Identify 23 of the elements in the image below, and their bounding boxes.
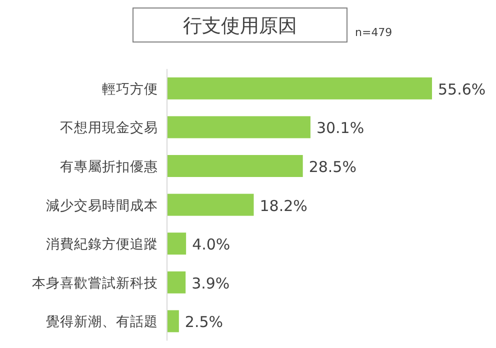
y-tick-label: 覺得新潮、有話題 — [46, 314, 158, 330]
bar — [167, 116, 310, 138]
data-label: 2.5% — [184, 313, 224, 332]
data-label: 18.2% — [260, 196, 308, 215]
bar — [167, 310, 179, 332]
y-tick-label: 本身喜歡嘗試新科技 — [32, 275, 158, 292]
bar — [167, 155, 303, 177]
bar — [167, 232, 186, 255]
bar — [167, 194, 254, 216]
y-tick-label: 減少交易時間成本 — [46, 198, 158, 214]
data-label: 30.1% — [316, 119, 364, 138]
y-tick-label: 消費紀錄方便追蹤 — [46, 236, 158, 253]
y-tick-label: 有專屬折扣優惠 — [60, 159, 158, 175]
data-label: 55.6% — [438, 80, 486, 98]
bar — [167, 77, 432, 100]
data-label: 28.5% — [308, 158, 356, 176]
bar — [167, 271, 186, 294]
data-label: 4.0% — [192, 236, 230, 254]
y-tick-label: 不想用現金交易 — [60, 120, 158, 136]
chart-title: 行支使用原因 — [183, 15, 297, 37]
y-tick-label: 輕巧方便 — [102, 81, 158, 98]
data-label: 3.9% — [192, 274, 230, 292]
text: n=479 — [355, 26, 392, 39]
